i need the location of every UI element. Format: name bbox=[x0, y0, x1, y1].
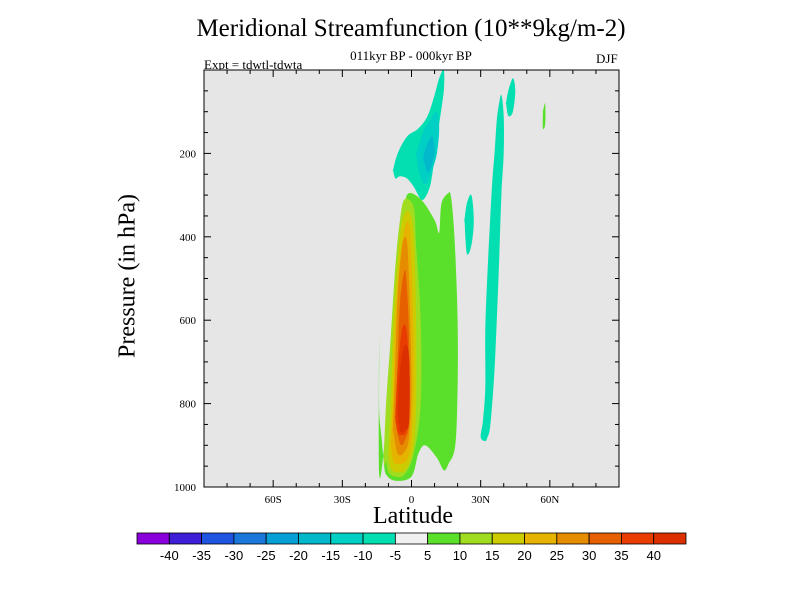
colorbar-box bbox=[330, 532, 364, 545]
colorbar-label: 15 bbox=[485, 548, 499, 563]
colorbar-box bbox=[427, 532, 461, 545]
colorbar-label: 5 bbox=[424, 548, 431, 563]
x-axis-label: Latitude bbox=[373, 503, 453, 529]
y-tick-label: 800 bbox=[180, 399, 197, 411]
y-tick-label: 200 bbox=[180, 148, 197, 160]
x-tick-label: 60S bbox=[265, 494, 282, 506]
colorbar-box bbox=[653, 532, 687, 545]
region-negative-small-2 bbox=[505, 78, 516, 117]
region-small-positive-north bbox=[542, 103, 546, 130]
x-tick-label: 30N bbox=[471, 494, 490, 506]
colorbar-box bbox=[556, 532, 590, 545]
colorbar-label: -35 bbox=[192, 548, 211, 563]
colorbar-box bbox=[491, 532, 525, 545]
colorbar-box bbox=[588, 532, 622, 545]
x-tick-label: 0 bbox=[409, 494, 415, 506]
x-tick-label: 30S bbox=[334, 494, 351, 506]
colorbar-label: 10 bbox=[453, 548, 467, 563]
colorbar-label: 20 bbox=[517, 548, 531, 563]
region-negative-upper-10-15 bbox=[422, 136, 435, 173]
region-negative-small-1 bbox=[464, 194, 474, 255]
colorbar-label: -25 bbox=[257, 548, 276, 563]
colorbar-box bbox=[621, 532, 655, 545]
colorbar-box bbox=[362, 532, 396, 545]
y-tick-label: 1000 bbox=[174, 482, 197, 494]
colorbar-label: -40 bbox=[160, 548, 179, 563]
experiment-label: Expt = tdwtl-tdwta bbox=[204, 57, 303, 72]
colorbar-box bbox=[459, 532, 493, 545]
colorbar-box bbox=[524, 532, 558, 545]
colorbar-box bbox=[394, 532, 429, 545]
season-label: DJF bbox=[596, 51, 618, 66]
colorbar-label: 25 bbox=[550, 548, 564, 563]
colorbar-box bbox=[168, 532, 202, 545]
region-negative-north-column bbox=[480, 94, 504, 442]
colorbar-label: -5 bbox=[390, 548, 402, 563]
colorbar-box bbox=[298, 532, 332, 545]
colorbar-box bbox=[201, 532, 235, 545]
x-tick-label: 60N bbox=[540, 494, 559, 506]
colorbar-label: -10 bbox=[354, 548, 373, 563]
region-positive-35-40 bbox=[397, 344, 410, 433]
colorbar-label: -30 bbox=[224, 548, 243, 563]
colorbar-label: -20 bbox=[289, 548, 308, 563]
colorbar-label: 30 bbox=[582, 548, 596, 563]
chart-title: Meridional Streamfunction (10**9kg/m-2) bbox=[196, 15, 626, 42]
colorbar-box bbox=[233, 532, 267, 545]
colorbar-label: 40 bbox=[646, 548, 660, 563]
colorbar-label: -15 bbox=[321, 548, 340, 563]
colorbar-box bbox=[136, 532, 170, 545]
y-tick-label: 600 bbox=[180, 315, 197, 327]
colorbar-label: 35 bbox=[614, 548, 628, 563]
y-tick-label: 400 bbox=[180, 232, 197, 244]
colorbar-box bbox=[265, 532, 299, 545]
chart-subtitle: 011kyr BP - 000kyr BP bbox=[350, 48, 472, 63]
